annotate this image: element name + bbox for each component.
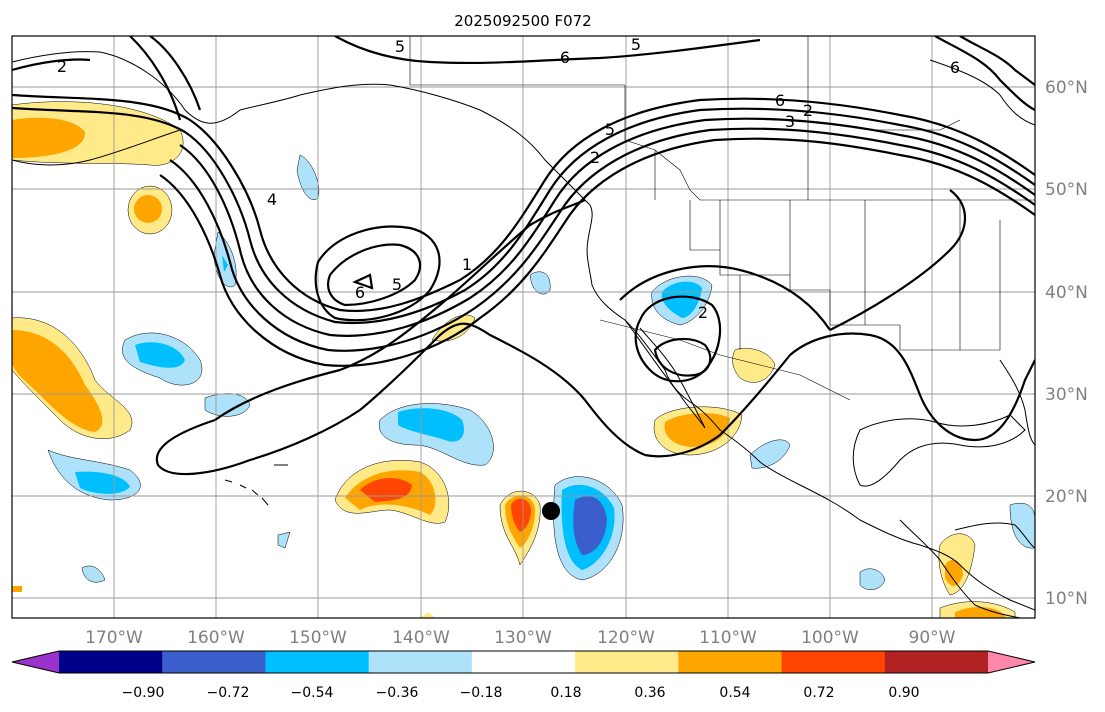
- colorbar-outline: [11, 650, 1036, 674]
- contour-label: 5: [392, 275, 402, 294]
- lon-label: 160°W: [187, 628, 245, 648]
- lon-label: 110°W: [699, 628, 757, 648]
- contour-label: 6: [950, 58, 960, 77]
- colorbar-tick-label: 0.72: [803, 685, 834, 701]
- colorbar-tick-label: −0.54: [291, 685, 334, 701]
- colorbar-extend-min: [12, 651, 59, 673]
- lon-label: 140°W: [392, 628, 450, 648]
- lat-label: 60°N: [1045, 78, 1088, 98]
- longitude-labels: 170°W 160°W 150°W 140°W 130°W 120°W 110°…: [85, 628, 956, 648]
- graticule: [12, 36, 1035, 618]
- contour-label: 2: [803, 101, 813, 120]
- colorbar-segment: [678, 651, 783, 673]
- map-area: 2 5 6 5 6 3 2 5 2 1 4 6 5 2 6: [12, 35, 1035, 618]
- contour-label: 5: [631, 35, 641, 54]
- lon-label: 150°W: [289, 628, 347, 648]
- contour-label-group: 2 5 6 5 6 3 2 5 2 1 4 6 5 2 6: [57, 35, 960, 322]
- contour-label: 1: [462, 255, 472, 274]
- storm-center-marker: [542, 502, 560, 520]
- colorbar: [11, 650, 1036, 674]
- colorbar-tick-label: 0.36: [634, 685, 665, 701]
- colorbar-tick-labels: −0.90 −0.72 −0.54 −0.36 −0.18 0.18 0.36 …: [122, 685, 920, 701]
- colorbar-tick-label: 0.18: [550, 685, 581, 701]
- contour-lines: [12, 36, 1035, 476]
- colorbar-tick-label: −0.18: [460, 685, 503, 701]
- coastlines: [12, 51, 1035, 618]
- colorbar-segment: [162, 651, 266, 673]
- lon-label: 170°W: [85, 628, 143, 648]
- political-borders: [409, 36, 1035, 401]
- lat-label: 50°N: [1045, 180, 1088, 200]
- contour-label: 6: [560, 48, 570, 67]
- contour-label: 2: [590, 148, 600, 167]
- contour-label: 5: [605, 120, 615, 139]
- lon-label: 130°W: [494, 628, 552, 648]
- colorbar-segment: [265, 651, 370, 673]
- colorbar-segment: [575, 651, 679, 673]
- contour-label: 2: [57, 57, 67, 76]
- lat-label: 20°N: [1045, 487, 1088, 507]
- map-frame: [11, 35, 1036, 619]
- lon-label: 90°W: [909, 628, 956, 648]
- colorbar-segment: [471, 651, 576, 673]
- colorbar-segment: [59, 651, 163, 673]
- lat-label: 30°N: [1045, 385, 1088, 405]
- contour-label: 4: [267, 190, 277, 209]
- colorbar-segment: [781, 651, 886, 673]
- contour-label: 5: [395, 37, 405, 56]
- lat-label: 10°N: [1045, 589, 1088, 609]
- colorbar-tick-label: −0.72: [207, 685, 250, 701]
- colorbar-tick-label: −0.90: [122, 685, 165, 701]
- contour-label: 6: [775, 91, 785, 110]
- lon-label: 120°W: [597, 628, 655, 648]
- contour-label: 3: [785, 112, 795, 131]
- contour-label: 2: [698, 303, 708, 322]
- colorbar-segment: [368, 651, 473, 673]
- colorbar-tick-label: −0.36: [376, 685, 419, 701]
- latitude-labels: 60°N 50°N 40°N 30°N 20°N 10°N: [1045, 78, 1088, 609]
- colorbar-tick-label: 0.54: [719, 685, 750, 701]
- colorbar-tick-label: 0.90: [888, 685, 919, 701]
- lat-label: 40°N: [1045, 283, 1088, 303]
- lon-label: 100°W: [801, 628, 859, 648]
- contour-label: 6: [355, 283, 365, 302]
- colorbar-extend-max: [988, 651, 1035, 673]
- colorbar-segment: [884, 651, 989, 673]
- map-title: 2025092500 F072: [454, 12, 591, 30]
